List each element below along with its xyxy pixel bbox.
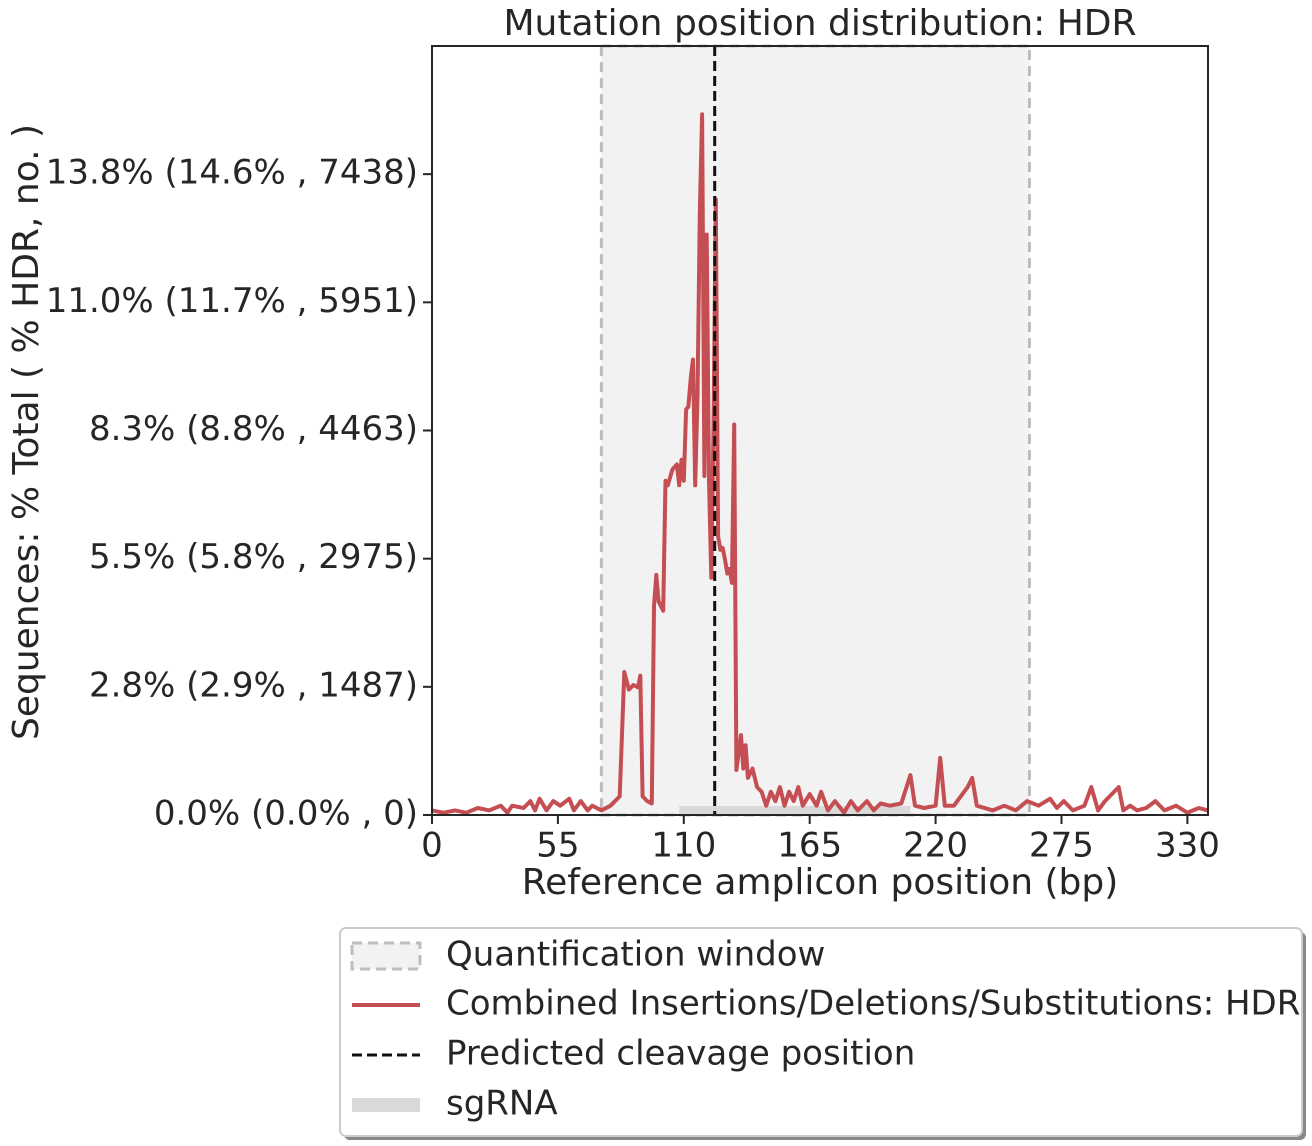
- quantification-window: [599, 44, 1031, 817]
- x-tick-label: 165: [777, 826, 842, 866]
- legend-label: sgRNA: [446, 1084, 558, 1124]
- x-axis-label: Reference amplicon position (bp): [522, 862, 1119, 903]
- y-tick-label: 5.5% (5.8% , 2975): [89, 537, 418, 577]
- y-tick-label: 13.8% (14.6% , 7438): [46, 153, 418, 193]
- legend-box: [339, 927, 1303, 1137]
- y-tick-label: 0.0% (0.0% , 0): [154, 794, 418, 834]
- y-axis-label: Sequences: % Total ( % HDR, no. ): [6, 124, 47, 740]
- chart-title: Mutation position distribution: HDR: [503, 3, 1136, 44]
- legend-swatch: [350, 941, 422, 971]
- x-tick-label: 0: [421, 826, 443, 866]
- legend-label: Predicted cleavage position: [446, 1034, 915, 1074]
- y-tick-label: 2.8% (2.9% , 1487): [89, 665, 418, 705]
- x-tick-label: 55: [536, 826, 579, 866]
- x-tick-label: 110: [651, 826, 716, 866]
- legend: Quantification window Combined Insertions…: [339, 927, 1306, 1140]
- y-tick-label: 11.0% (11.7% , 5951): [46, 281, 418, 321]
- legend-label: Combined Insertions/Deletions/Substituti…: [446, 984, 1300, 1024]
- x-tick-label: 330: [1155, 826, 1220, 866]
- x-tick-label: 220: [903, 826, 968, 866]
- legend-label: Quantification window: [446, 935, 825, 975]
- y-tick-label: 8.3% (8.8% , 4463): [89, 409, 418, 449]
- x-tick-label: 275: [1029, 826, 1094, 866]
- data-line: [431, 112, 1209, 815]
